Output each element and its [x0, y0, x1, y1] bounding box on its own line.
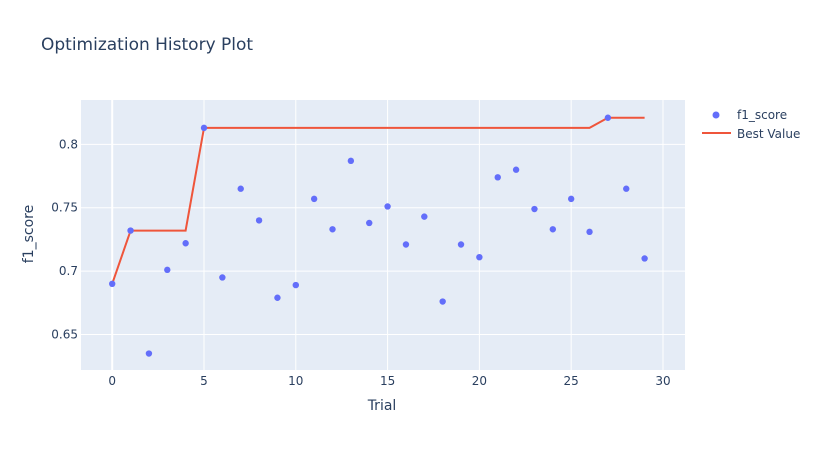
- f1-score-point[interactable]: [310, 195, 318, 203]
- y-axis-title: f1_score: [21, 205, 37, 263]
- x-tick-label: 25: [564, 374, 579, 388]
- legend-marker-f1-score: [712, 111, 720, 119]
- f1-score-point[interactable]: [384, 203, 391, 210]
- x-tick-label: 30: [655, 374, 670, 388]
- f1-score-point[interactable]: [329, 226, 336, 233]
- x-tick-label: 20: [472, 374, 487, 388]
- f1-score-point[interactable]: [237, 185, 244, 192]
- f1-score-point[interactable]: [586, 228, 593, 236]
- f1-score-point[interactable]: [476, 253, 483, 261]
- f1-score-point[interactable]: [549, 226, 557, 233]
- f1-score-point[interactable]: [219, 274, 226, 281]
- best-value-line: [111, 116, 645, 285]
- y-axis-ticks: 0.65 0.7 0.75 0.8: [51, 137, 78, 341]
- f1-score-point[interactable]: [366, 219, 373, 227]
- f1-score-point[interactable]: [347, 157, 355, 165]
- x-tick-label: 5: [200, 374, 208, 388]
- f1-score-point[interactable]: [255, 217, 263, 224]
- f1-score-point[interactable]: [494, 174, 501, 181]
- f1-score-point[interactable]: [274, 294, 281, 301]
- f1-score-point[interactable]: [623, 185, 630, 192]
- f1-score-point[interactable]: [292, 281, 299, 289]
- f1-score-point[interactable]: [421, 213, 428, 220]
- f1-score-point[interactable]: [182, 240, 189, 247]
- y-tick-label: 0.7: [59, 264, 78, 278]
- chart-title: Optimization History Plot: [41, 35, 253, 55]
- f1-score-point[interactable]: [641, 255, 648, 262]
- x-tick-label: 10: [288, 374, 303, 388]
- f1-score-points: [109, 114, 648, 357]
- f1-score-point[interactable]: [145, 350, 153, 357]
- f1-score-point[interactable]: [531, 205, 538, 213]
- y-tick-label: 0.65: [51, 328, 78, 342]
- f1-score-point[interactable]: [402, 241, 410, 248]
- f1-score-point[interactable]: [109, 280, 116, 288]
- y-tick-label: 0.75: [51, 201, 78, 215]
- f1-score-point[interactable]: [439, 298, 446, 305]
- legend[interactable]: f1_score Best Value: [702, 108, 800, 141]
- f1-score-point[interactable]: [512, 166, 520, 173]
- grid-lines: [81, 100, 685, 370]
- x-tick-label: 15: [380, 374, 395, 388]
- x-axis-title: Trial: [367, 398, 397, 414]
- plot-area: [81, 100, 685, 370]
- f1-score-point[interactable]: [457, 241, 465, 248]
- x-axis-ticks: 0 5 10 15 20 25 30: [108, 374, 670, 388]
- f1-score-point[interactable]: [127, 227, 134, 234]
- f1-score-point[interactable]: [164, 266, 171, 274]
- f1-score-point[interactable]: [567, 195, 575, 203]
- y-tick-label: 0.8: [59, 137, 78, 151]
- legend-label-f1-score: f1_score: [737, 108, 787, 122]
- legend-label-best-value: Best Value: [737, 127, 800, 141]
- f1-score-point[interactable]: [604, 114, 612, 121]
- x-tick-label: 0: [108, 374, 116, 388]
- f1-score-point[interactable]: [200, 124, 208, 132]
